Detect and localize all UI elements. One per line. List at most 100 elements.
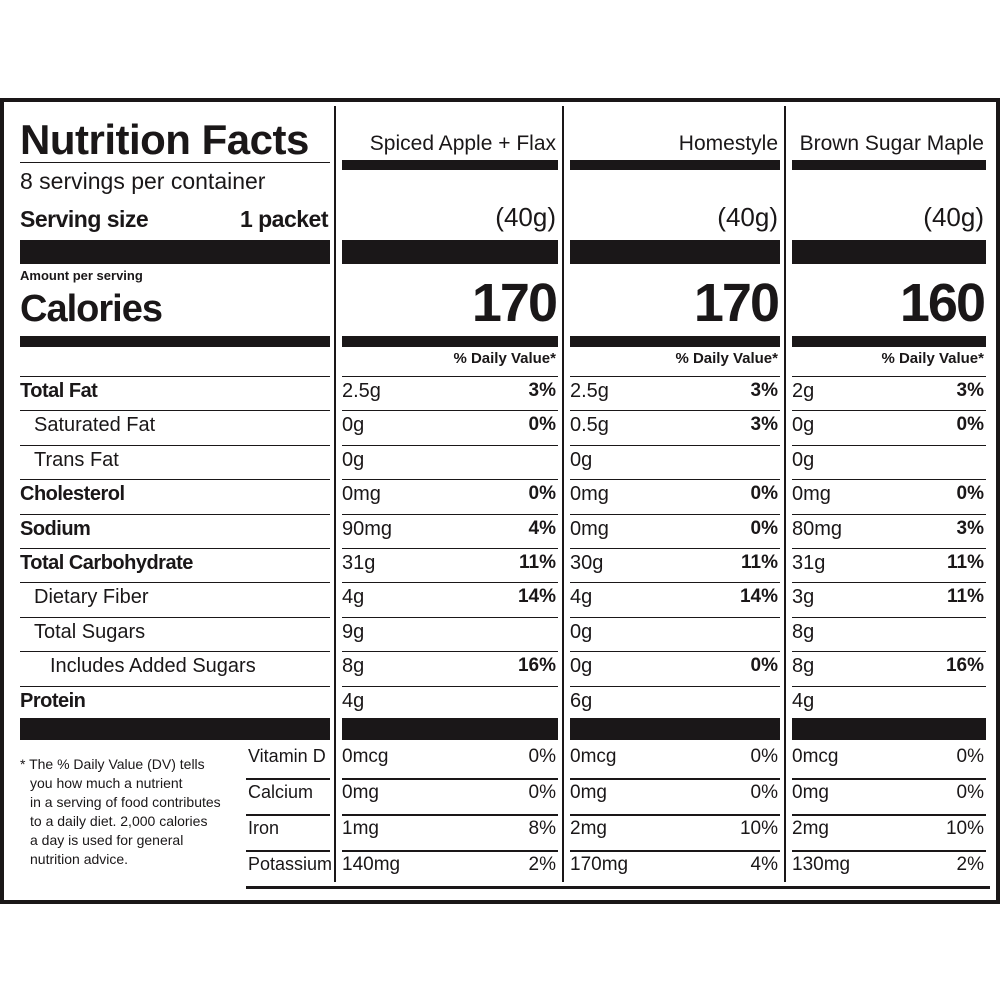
vitamin-row-rule bbox=[792, 814, 986, 816]
nutrient-dv: 0% bbox=[956, 483, 984, 505]
row-rule bbox=[342, 479, 558, 481]
product-thick-bar-3 bbox=[342, 718, 558, 740]
vitamin-dv: 0% bbox=[956, 782, 984, 803]
product-calories: 170 bbox=[693, 273, 780, 333]
vitamin-amount: 170mg bbox=[570, 854, 629, 875]
row-rule bbox=[792, 548, 986, 549]
serving-size-label: Serving size bbox=[20, 206, 149, 232]
nutrient-dv: 3% bbox=[528, 380, 556, 401]
product-serving-size: (40g) bbox=[495, 202, 556, 232]
footnote-line: you how much a nutrient bbox=[30, 775, 183, 791]
label-row-rule bbox=[20, 479, 330, 481]
nutrient-label: Total Fat bbox=[20, 380, 98, 402]
vitamin-dv: 10% bbox=[739, 818, 778, 839]
row-rule bbox=[792, 513, 986, 515]
vitamin-amount: 0mcg bbox=[792, 746, 839, 767]
vitamin-dv: 2% bbox=[956, 854, 984, 875]
nutrient-amount: 0mg bbox=[342, 483, 381, 506]
nutrient-dv: 4% bbox=[528, 517, 556, 539]
nutrient-dv: 11% bbox=[519, 552, 556, 573]
nutrient-dv: 0% bbox=[528, 414, 556, 436]
row-rule bbox=[570, 651, 780, 653]
product-calories: 170 bbox=[471, 273, 558, 333]
product-name-bar bbox=[342, 160, 558, 170]
servings-per-container: 8 servings per container bbox=[20, 168, 266, 194]
product-name-bar bbox=[792, 160, 986, 170]
nutrient-label: Cholesterol bbox=[20, 483, 125, 506]
footnote-line: nutrition advice. bbox=[30, 851, 129, 867]
label-row-rule bbox=[20, 616, 330, 618]
product-thick-bar-3 bbox=[570, 718, 780, 740]
row-rule bbox=[342, 582, 558, 584]
product-name: Brown Sugar Maple bbox=[799, 132, 984, 155]
row-rule bbox=[342, 513, 558, 515]
nutrient-amount: 30g bbox=[570, 552, 604, 574]
label-row-rule bbox=[20, 376, 330, 377]
left-thick-bar-1 bbox=[20, 240, 330, 264]
vitamin-amount: 1mg bbox=[342, 818, 379, 839]
vitamin-row-rule bbox=[342, 814, 558, 816]
left-thick-bar-2 bbox=[20, 336, 330, 347]
product-thick-bar-1 bbox=[342, 240, 558, 264]
row-rule bbox=[570, 479, 780, 481]
row-rule bbox=[342, 616, 558, 618]
nutrient-dv: 16% bbox=[517, 655, 556, 677]
daily-value-header: % Daily Value* bbox=[881, 350, 984, 367]
nutrient-dv: 0% bbox=[750, 655, 778, 677]
row-rule bbox=[342, 410, 558, 412]
footnote-line: a day is used for general bbox=[30, 832, 184, 848]
column-divider-3 bbox=[784, 106, 786, 882]
nutrient-amount: 0mg bbox=[792, 483, 831, 506]
vitamin-dv: 8% bbox=[528, 818, 556, 839]
row-rule bbox=[570, 685, 780, 687]
product-serving-size: (40g) bbox=[923, 202, 984, 232]
vitamin-row-rule bbox=[570, 814, 780, 816]
vitamin-row-rule bbox=[792, 850, 986, 852]
vitamin-amount: 0mg bbox=[342, 782, 379, 803]
vitamin-label-rule bbox=[246, 778, 330, 780]
nutrient-label: Total Carbohydrate bbox=[20, 552, 193, 574]
row-rule bbox=[570, 376, 780, 377]
nutrient-dv: 11% bbox=[741, 552, 778, 573]
nutrient-amount: 0mg bbox=[570, 483, 609, 506]
vitamin-dv: 10% bbox=[945, 818, 984, 839]
vitamin-amount: 2mg bbox=[792, 818, 829, 839]
daily-value-header: % Daily Value* bbox=[675, 350, 778, 367]
amount-per-serving: Amount per serving bbox=[20, 268, 143, 283]
daily-value-header: % Daily Value* bbox=[453, 350, 556, 367]
nutrient-amount: 80mg bbox=[792, 517, 843, 540]
row-rule bbox=[342, 444, 558, 446]
vitamin-row-rule bbox=[342, 778, 558, 780]
label-row-rule bbox=[20, 444, 330, 446]
product-thick-bar-2 bbox=[792, 336, 986, 347]
row-rule bbox=[792, 582, 986, 584]
footnote-line: to a daily diet. 2,000 calories bbox=[30, 813, 208, 829]
product-thick-bar-2 bbox=[570, 336, 780, 347]
nutrient-dv: 0% bbox=[956, 414, 984, 436]
row-rule bbox=[792, 479, 986, 481]
vitamin-amount: 0mg bbox=[792, 782, 829, 803]
vitamin-label-rule bbox=[246, 850, 330, 852]
vitamin-amount: 0mcg bbox=[570, 746, 617, 767]
vitamin-dv: 0% bbox=[528, 782, 556, 803]
nutrient-amount: 2.5g bbox=[342, 380, 381, 402]
nutrient-dv: 11% bbox=[947, 586, 984, 608]
vitamin-label: Calcium bbox=[248, 782, 314, 802]
row-rule bbox=[792, 410, 986, 412]
nutrient-amount: 0.5g bbox=[570, 414, 609, 437]
nutrient-dv: 3% bbox=[750, 414, 778, 436]
nutrient-label: Trans Fat bbox=[34, 448, 119, 471]
nutrient-dv: 11% bbox=[947, 552, 984, 573]
nutrient-amount: 4g bbox=[570, 586, 593, 609]
nutrient-amount: 0g bbox=[570, 620, 593, 643]
nutrient-label: Saturated Fat bbox=[34, 414, 156, 437]
nutrient-amount: 0g bbox=[792, 448, 815, 471]
vitamin-label: Iron bbox=[248, 818, 280, 838]
vitamin-dv: 4% bbox=[750, 854, 778, 875]
vitamin-row-rule bbox=[570, 778, 780, 780]
nutrient-amount: 2g bbox=[792, 380, 815, 402]
vitamin-dv: 2% bbox=[528, 854, 556, 875]
label-row-rule bbox=[20, 685, 330, 687]
row-rule bbox=[342, 548, 558, 549]
row-rule bbox=[570, 410, 780, 412]
